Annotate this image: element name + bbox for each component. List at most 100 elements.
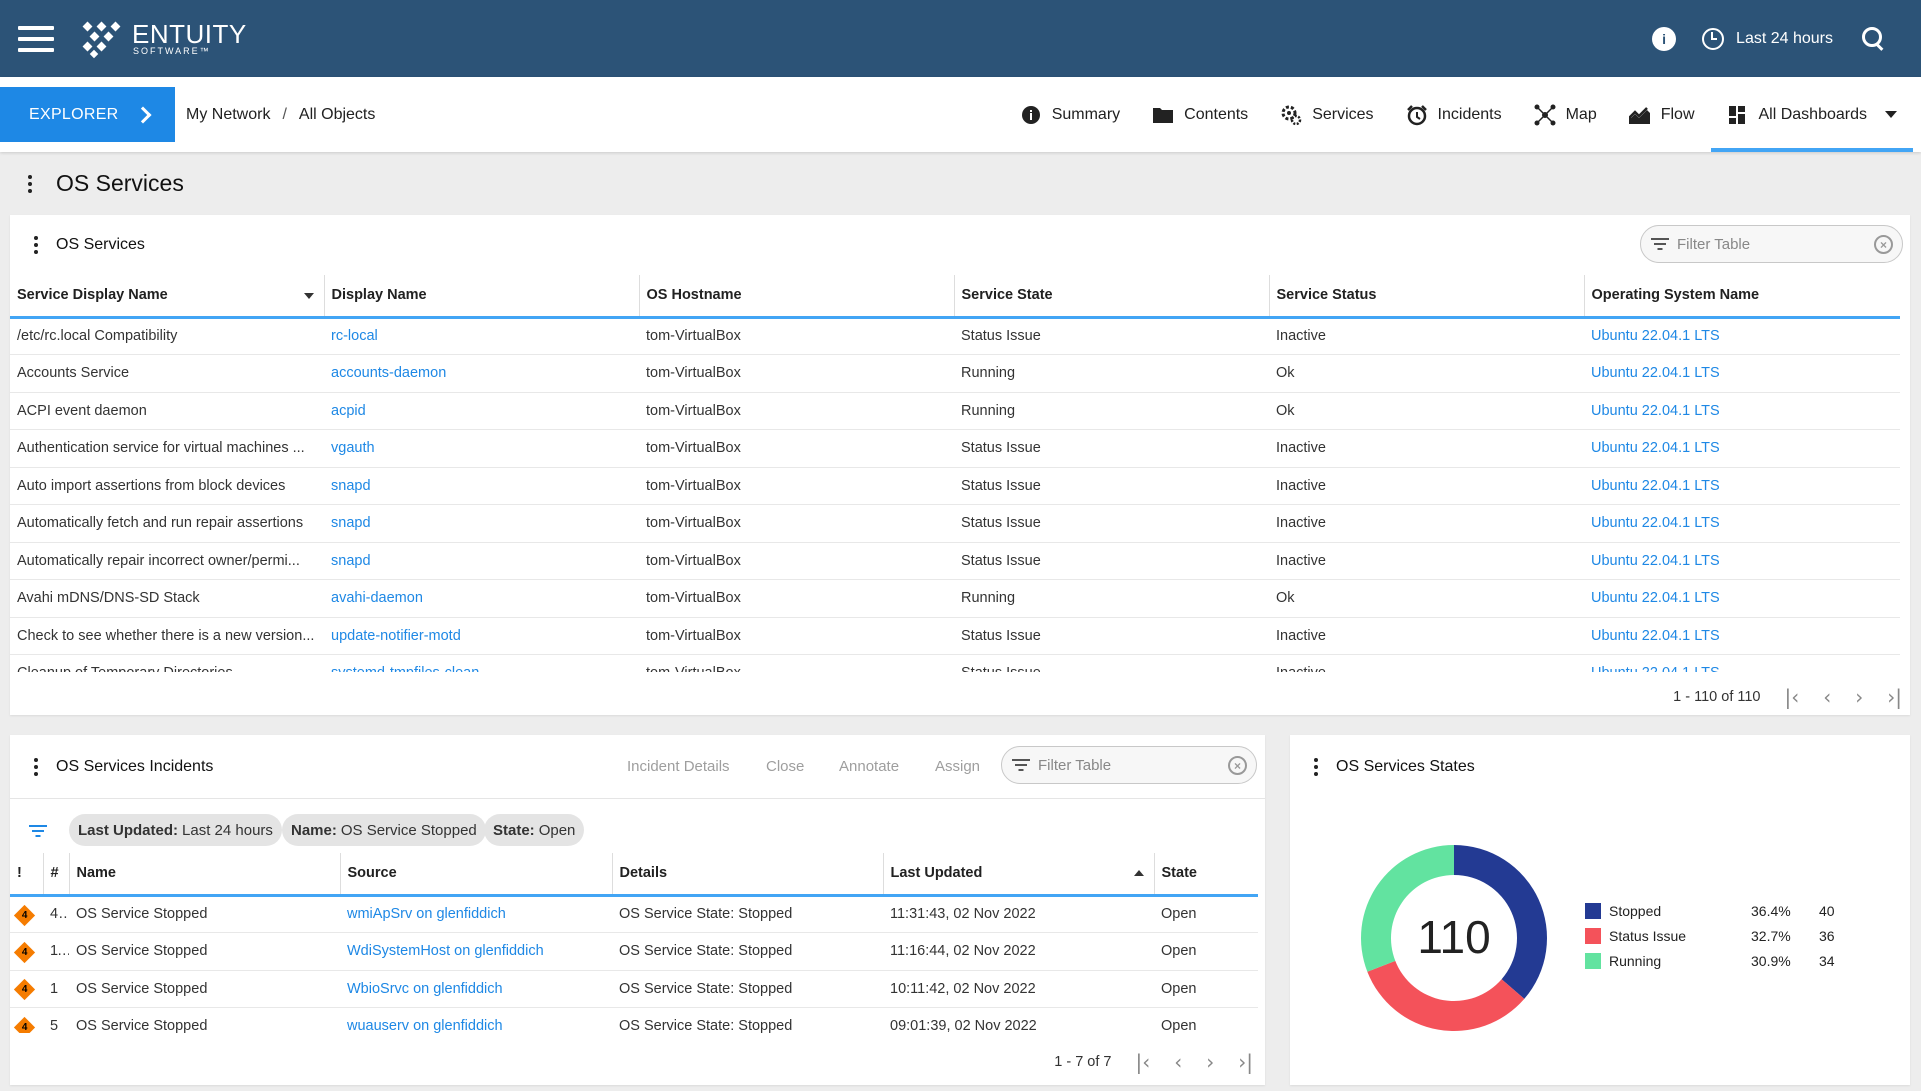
cell-os-name[interactable]: Ubuntu 22.04.1 LTS (1584, 542, 1900, 580)
cell-os-name[interactable]: Ubuntu 22.04.1 LTS (1584, 429, 1900, 468)
annotate-button[interactable]: Annotate (839, 758, 900, 775)
table-row[interactable]: Automatically fetch and run repair asser… (10, 504, 1900, 543)
table-row[interactable]: 4 47 OS Service Stopped wmiApSrv on glenfid… (10, 895, 1258, 933)
active-filters-icon[interactable] (29, 824, 47, 838)
cell-os-name[interactable]: Ubuntu 22.04.1 LTS (1584, 354, 1900, 393)
tab-flow[interactable]: Flow (1613, 77, 1711, 152)
cell-source[interactable]: WbioSrvc on glenfiddich (340, 970, 612, 1008)
tab-summary[interactable]: Summary (1004, 77, 1136, 152)
col-display-name[interactable]: Display Name (323, 275, 639, 319)
cell-os-name[interactable]: Ubuntu 22.04.1 LTS (1584, 617, 1900, 655)
tab-map[interactable]: Map (1518, 77, 1613, 152)
cell-display-name[interactable]: avahi-daemon (324, 579, 639, 618)
assign-button[interactable]: Assign (935, 758, 981, 775)
next-page-icon[interactable]: › (1206, 1050, 1215, 1074)
table-row[interactable]: Automatically repair incorrect owner/per… (10, 542, 1900, 580)
table-row[interactable]: Accounts Service accounts-daemon tom-Virtu… (10, 354, 1900, 393)
cell-os-name[interactable]: Ubuntu 22.04.1 LTS (1584, 504, 1900, 543)
cell-display-name[interactable]: vgauth (324, 429, 639, 468)
cell-os-name[interactable]: Ubuntu 22.04.1 LTS (1584, 317, 1900, 355)
col-severity[interactable]: ! (10, 853, 43, 897)
table-row[interactable]: Avahi mDNS/DNS-SD Stack avahi-daemon tom-V… (10, 579, 1900, 618)
col-name[interactable]: Name (68, 853, 340, 897)
col-service-status[interactable]: Service Status (1268, 275, 1584, 319)
cell-service-status: Inactive (1269, 504, 1584, 543)
table-row[interactable]: Check to see whether there is a new vers… (10, 617, 1900, 655)
col-last-updated[interactable]: Last Updated (882, 853, 1154, 897)
filter-chip-name[interactable]: Name: OS Service Stopped (282, 814, 486, 846)
table-row[interactable]: 4 5 OS Service Stopped wuauserv on glenfidd… (10, 1007, 1258, 1033)
cell-display-name[interactable]: update-notifier-motd (324, 617, 639, 655)
cell-os-name[interactable]: Ubuntu 22.04.1 LTS (1584, 579, 1900, 618)
table-row[interactable]: Cleanup of Temporary Directoriessystemd-… (10, 654, 1900, 672)
help-info-icon[interactable]: i (1652, 26, 1677, 51)
prev-page-icon[interactable]: ‹ (1174, 1050, 1183, 1074)
chip-key: Name: (291, 821, 337, 839)
prev-page-icon[interactable]: ‹ (1823, 685, 1832, 709)
incident-details-button[interactable]: Incident Details (627, 758, 730, 775)
table-row[interactable]: /etc/rc.local Compatibility rc-local tom-V… (10, 317, 1900, 355)
donut-slice-running[interactable] (1361, 845, 1454, 972)
filter-chip-last-updated[interactable]: Last Updated: Last 24 hours (69, 814, 282, 846)
cell-last-updated: 10:11:42, 02 Nov 2022 (883, 970, 1154, 1008)
col-operating-system-name[interactable]: Operating System Name (1583, 275, 1900, 319)
services-filter-placeholder: Filter Table (1677, 235, 1751, 253)
close-incident-button[interactable]: Close (766, 758, 805, 775)
cell-display-name[interactable]: snapd (324, 504, 639, 543)
legend-item[interactable]: Status Issue 32.7% 36 (1585, 923, 1835, 948)
donut-slice-stopped[interactable] (1454, 845, 1547, 999)
cell-source[interactable]: wmiApSrv on glenfiddich (340, 895, 612, 933)
col-details[interactable]: Details (611, 853, 883, 897)
table-row[interactable]: 4 1 OS Service Stopped WbioSrvc on glenfidd… (10, 970, 1258, 1008)
incidents-menu-kebab-icon[interactable] (34, 758, 38, 776)
cell-source[interactable]: wuauserv on glenfiddich (340, 1007, 612, 1033)
tab-incidents[interactable]: Incidents (1390, 77, 1518, 152)
states-menu-kebab-icon[interactable] (1314, 758, 1318, 776)
col-source[interactable]: Source (339, 853, 612, 897)
explorer-button[interactable]: EXPLORER (0, 87, 175, 142)
breadcrumb-root[interactable]: My Network (186, 106, 271, 123)
search-icon[interactable] (1861, 26, 1887, 52)
legend-item[interactable]: Stopped 36.4% 40 (1585, 898, 1835, 923)
clear-filter-icon[interactable]: × (1228, 756, 1247, 775)
last-page-icon[interactable]: ›| (1238, 1050, 1253, 1074)
col-state[interactable]: State (1153, 853, 1258, 897)
services-filter-input[interactable]: Filter Table × (1640, 225, 1903, 263)
table-row[interactable]: Authentication service for virtual machi… (10, 429, 1900, 468)
next-page-icon[interactable]: › (1855, 685, 1864, 709)
legend-item[interactable]: Running 30.9% 34 (1585, 948, 1835, 973)
first-page-icon[interactable]: |‹ (1784, 685, 1800, 709)
clear-filter-icon[interactable]: × (1874, 235, 1893, 254)
time-range-selector[interactable]: Last 24 hours (1702, 27, 1833, 50)
cell-display-name[interactable]: snapd (324, 542, 639, 580)
last-page-icon[interactable]: ›| (1887, 685, 1902, 709)
menu-icon[interactable] (18, 25, 54, 52)
cell-os-name[interactable]: Ubuntu 22.04.1 LTS (1584, 654, 1900, 672)
table-row[interactable]: 4 11 OS Service Stopped WdiSystemHost on gl… (10, 932, 1258, 971)
filter-chip-state[interactable]: State: Open (484, 814, 585, 846)
cell-display-name[interactable]: rc-local (324, 317, 639, 355)
tab-incidents-label: Incidents (1437, 105, 1502, 123)
col-os-hostname[interactable]: OS Hostname (638, 275, 954, 319)
cell-os-name[interactable]: Ubuntu 22.04.1 LTS (1584, 467, 1900, 505)
donut-slice-status-issue[interactable] (1367, 960, 1525, 1031)
panel-menu-kebab-icon[interactable] (34, 236, 38, 254)
tab-services[interactable]: Services (1264, 77, 1389, 152)
table-row[interactable]: Auto import assertions from block device… (10, 467, 1900, 505)
cell-display-name[interactable]: systemd-tmpfiles-clean (324, 654, 639, 672)
cell-display-name[interactable]: snapd (324, 467, 639, 505)
tab-all-dashboards[interactable]: All Dashboards (1710, 77, 1921, 152)
cell-display-name[interactable]: accounts-daemon (324, 354, 639, 393)
table-row[interactable]: ACPI event daemon acpid tom-VirtualBox Runn… (10, 392, 1900, 430)
col-service-display-name[interactable]: Service Display Name (10, 275, 324, 319)
page-menu-kebab-icon[interactable] (28, 174, 32, 193)
first-page-icon[interactable]: |‹ (1135, 1050, 1151, 1074)
entuity-logo-mark-icon (82, 21, 121, 58)
cell-source[interactable]: WdiSystemHost on glenfiddich (340, 932, 612, 971)
incidents-filter-input[interactable]: Filter Table × (1001, 746, 1257, 784)
tab-contents[interactable]: Contents (1136, 77, 1264, 152)
cell-display-name[interactable]: acpid (324, 392, 639, 430)
cell-os-name[interactable]: Ubuntu 22.04.1 LTS (1584, 392, 1900, 430)
col-count[interactable]: # (42, 853, 69, 897)
col-service-state[interactable]: Service State (953, 275, 1269, 319)
